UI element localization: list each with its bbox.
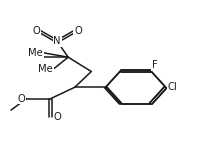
Text: O: O <box>18 94 25 104</box>
Text: F: F <box>152 60 158 70</box>
Text: O: O <box>54 112 62 122</box>
Text: N: N <box>53 36 61 46</box>
Text: Me: Me <box>38 64 53 74</box>
Text: Me: Me <box>28 48 43 58</box>
Text: O: O <box>32 26 40 36</box>
Text: O: O <box>74 26 82 36</box>
Text: Cl: Cl <box>168 82 178 92</box>
